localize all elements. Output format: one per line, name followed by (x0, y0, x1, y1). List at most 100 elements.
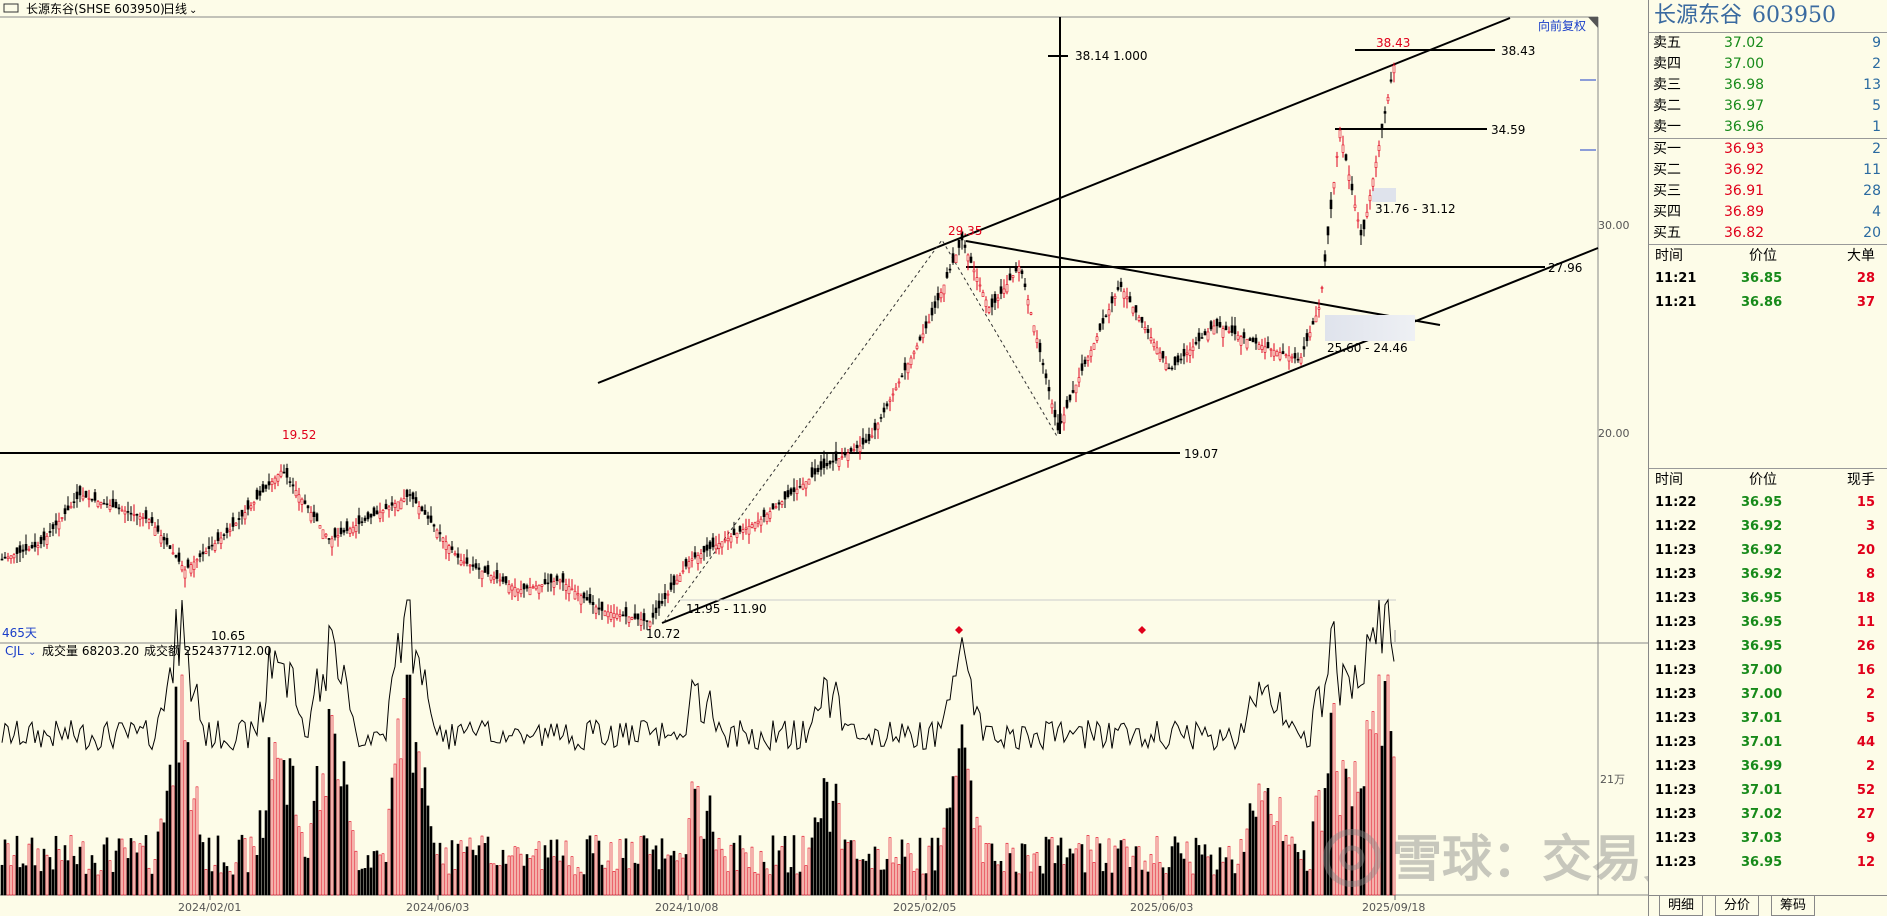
volume-bar (1164, 873, 1168, 896)
candle-body (1188, 349, 1192, 356)
volume-bar (1008, 853, 1012, 896)
chevron-down-icon[interactable]: ⌄ (189, 5, 197, 16)
candle-body (1335, 155, 1339, 158)
volume-bar (696, 786, 700, 896)
candle-body (714, 544, 718, 550)
candle-body (48, 531, 52, 533)
trade-time: 11:23 (1655, 759, 1697, 774)
label-gap-25: 25.60 - 24.46 (1327, 341, 1408, 355)
period-selector[interactable]: 日线 (163, 2, 187, 16)
volume-bar (792, 835, 796, 896)
volume-bar (594, 835, 598, 896)
volume-bar (585, 839, 589, 896)
volume-bar (90, 855, 94, 896)
volume-avg-line (1, 598, 1395, 752)
volume-bar (633, 862, 637, 896)
indicator-name[interactable]: CJL (5, 644, 24, 658)
volume-bar (390, 777, 394, 896)
volume-bar (234, 862, 238, 896)
volume-bar (462, 852, 466, 896)
volume-bar (54, 835, 58, 896)
trade-row: 11:23 37.02 27 (1649, 803, 1887, 827)
candle-body (324, 533, 328, 537)
volume-bar (1119, 840, 1123, 896)
volume-bar (63, 845, 67, 896)
level-price: 36.91 (1724, 183, 1765, 199)
candle-body (1026, 299, 1030, 306)
volume-bar (1134, 846, 1138, 896)
candle-body (570, 588, 574, 591)
kline-chart[interactable]: 长源东谷(SHSE 603950) 日线 ⌄ 向前复权 30.00 20.00 … (0, 0, 1648, 916)
quote-row: 卖四 37.00 2 (1649, 54, 1887, 75)
trade-time: 11:23 (1655, 591, 1697, 606)
candle-body (993, 293, 997, 303)
tab-price[interactable]: 分价 (1715, 896, 1760, 916)
label-gap-11: 11.95 - 11.90 (686, 602, 767, 616)
candle-body (639, 619, 643, 626)
candle-body (672, 575, 676, 586)
volume-bar (144, 835, 148, 896)
candle-body (888, 399, 892, 402)
candle-body (330, 538, 334, 548)
candle-body (471, 564, 475, 567)
volume-bar (705, 810, 709, 896)
volume-bar (261, 837, 265, 896)
candle-body (1131, 306, 1135, 314)
tab-chips[interactable]: 筹码 (1771, 896, 1816, 916)
trade-volume: 8 (1865, 567, 1875, 582)
candle-body (846, 452, 850, 461)
level-label: 卖四 (1653, 56, 1681, 72)
volume-bar (219, 872, 223, 896)
volume-bar (606, 860, 610, 896)
candle-body (72, 501, 76, 504)
volume-bar (1350, 806, 1354, 896)
chevron-down-icon[interactable]: ⌄ (28, 647, 36, 658)
candle-body (810, 467, 814, 477)
volume-bar (870, 868, 874, 896)
volume-bar (447, 873, 451, 896)
quote-row: 买二 36.92 11 (1649, 160, 1887, 181)
candle-body (807, 478, 811, 485)
candle-body (1113, 295, 1117, 299)
candle-body (1011, 275, 1015, 278)
volume-bar (168, 764, 172, 896)
restore-button[interactable]: 向前复权 (1538, 18, 1586, 33)
candle-body (1050, 403, 1054, 409)
volume-bar (1092, 862, 1096, 896)
trade-price: 36.92 (1741, 567, 1783, 582)
candle-body (1092, 343, 1096, 350)
candle-body (207, 546, 211, 549)
volume-bar (1338, 815, 1342, 896)
volume-bar (354, 850, 358, 896)
volume-bar (1251, 810, 1255, 896)
candle-body (546, 582, 550, 585)
volume-bar (360, 868, 364, 896)
candle-body (402, 498, 406, 502)
candle-body (786, 490, 790, 497)
level-volume: 20 (1863, 225, 1881, 241)
candle-body (87, 497, 91, 500)
volume-bar (666, 854, 670, 896)
candle-body (273, 477, 277, 484)
level-label: 卖一 (1653, 119, 1681, 135)
candle-body (69, 505, 73, 509)
level-volume: 28 (1863, 183, 1881, 199)
volume-bar (135, 852, 139, 896)
volume-bar (252, 846, 256, 896)
volume-bar (564, 840, 568, 896)
volume-bar (1257, 783, 1261, 896)
level-label: 买一 (1653, 141, 1681, 157)
candle-body (1329, 199, 1333, 210)
tab-detail[interactable]: 明细 (1659, 896, 1704, 916)
candle-body (381, 510, 385, 514)
candle-body (345, 521, 349, 531)
volume-bar (993, 860, 997, 896)
volume-bar (1122, 838, 1126, 896)
volume-bar (189, 810, 193, 896)
candle-body (384, 503, 388, 510)
volume-bar (939, 845, 943, 896)
volume-bar (396, 718, 400, 896)
ask-book: 卖五 37.02 9 卖四 37.00 2 卖三 36.98 13 卖二 36.97 5 卖一 36.96… (1649, 33, 1887, 138)
volume-bar (987, 843, 991, 896)
candle-body (1008, 273, 1012, 281)
